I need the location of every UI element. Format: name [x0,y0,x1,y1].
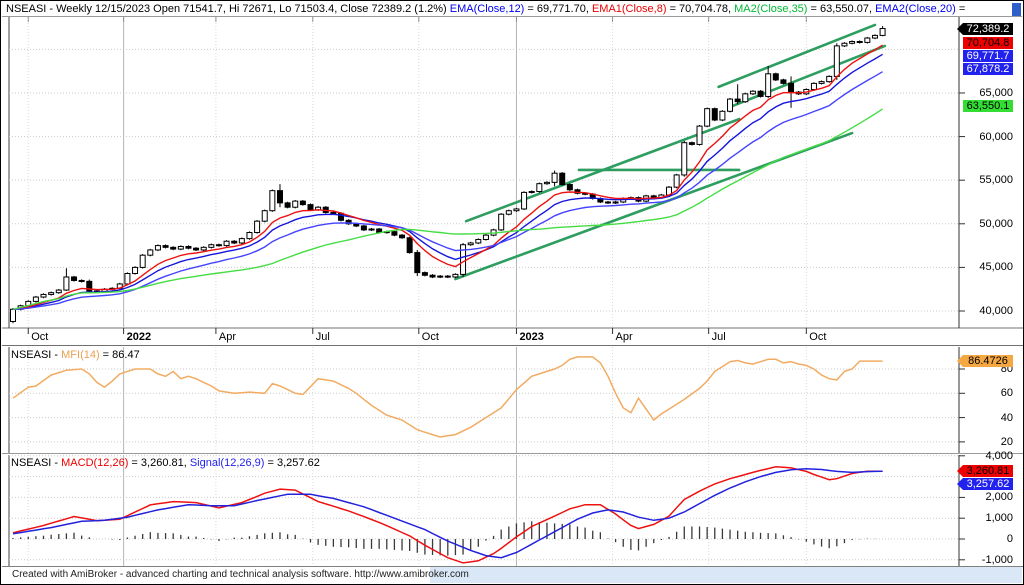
title-segment: = 63,550.07, [807,3,876,15]
axis-tick-label: 4,000 [985,449,1013,462]
footer-credit: Created with AmiBroker - advanced charti… [12,569,469,580]
macd-line [12,466,883,564]
axis-tick-label: -1,000 [981,553,1013,566]
axis-tick-label: 45,000 [979,261,1013,274]
title-segment: = 69,771.70, [524,3,592,15]
axis-tick-label: 2,000 [985,491,1013,504]
title-segment: Signal(12,26,9) [189,457,265,469]
x-axis-label: 2022 [126,331,152,343]
trendline[interactable] [454,131,854,281]
axis-tick-label: 40 [1000,411,1013,424]
x-axis-label: Oct [421,331,439,343]
title-segment: MFI(14) [61,349,100,361]
trendline[interactable] [728,44,887,109]
macd-signal-line [12,467,883,559]
axis-tick-label: 20 [1000,435,1013,448]
x-axis-label: Oct [31,331,49,343]
x-axis-label: Jul [315,331,330,343]
x-axis-label: Apr [615,331,633,343]
x-axis-label: 2023 [519,331,544,343]
axis-tick-label: 60,000 [979,130,1013,143]
value-tag: 72,389.2 [957,22,1013,35]
x-axis-label: Oct [809,331,827,343]
title-segment: NSEASI - [11,457,62,469]
price-panel-title: NSEASI - Weekly 12/15/2023 Open 71541.7,… [2,2,1022,17]
title-segment: NSEASI - [11,349,62,361]
title-segment: = 3,260.81, [128,457,190,469]
footer-bar: Created with AmiBroker - advanced charti… [2,566,1022,583]
footer-blue-strip [430,567,1022,583]
mfi-line [12,356,883,438]
value-tag: 69,771.7 [963,50,1013,63]
title-segment: MA2(Close,35) [734,3,808,15]
title-segment: = 3,257.62 [264,457,320,469]
value-tag: 63,550.1 [963,99,1013,112]
candles-layer [10,26,886,324]
value-tag: 3,260.81 [957,465,1013,478]
axis-tick-label: 65,000 [979,86,1013,99]
overlay-ema8 [12,44,883,310]
axis-tick-label: 0 [1006,533,1013,545]
title-segment: EMA(Close,12) [449,3,525,15]
title-segment: EMA1(Close,8) [591,3,667,15]
value-tag: 70,704.8 [963,37,1013,50]
title-segment: EMA2(Close,20) [875,3,956,15]
title-segment: MACD(12,26) [61,457,129,469]
overlay-ema20 [12,71,883,310]
value-tag: 3,257.62 [957,478,1013,491]
title-segment: = [955,3,966,15]
x-axis-label: Jul [711,331,726,343]
axis-tick-label: 1,000 [985,512,1013,525]
axis-tick-label: 40,000 [979,305,1013,317]
axis-tick-label: 60 [1000,387,1013,400]
title-segment: = 86.47 [99,349,140,361]
macd-histogram [12,521,884,556]
title-segment: = 70,704.78, [666,3,735,15]
overlay-sma35 [12,108,883,310]
trendline[interactable] [717,23,877,89]
value-tag: 86.4726 [957,355,1013,368]
macd-panel-title: NSEASI - MACD(12,26) = 3,260.81, Signal(… [11,457,320,469]
x-axis-label: Apr [218,331,237,343]
value-tag: 67,878.2 [963,63,1013,76]
overlay-ema12 [12,53,883,310]
axis-tick-label: 50,000 [979,217,1013,230]
axis-tick-label: 55,000 [979,174,1013,187]
window-corner-button[interactable] [1012,3,1021,16]
mfi-panel-title: NSEASI - MFI(14) = 86.47 [11,349,140,361]
title-segment: NSEASI - Weekly 12/15/2023 Open 71541.7,… [6,3,450,15]
